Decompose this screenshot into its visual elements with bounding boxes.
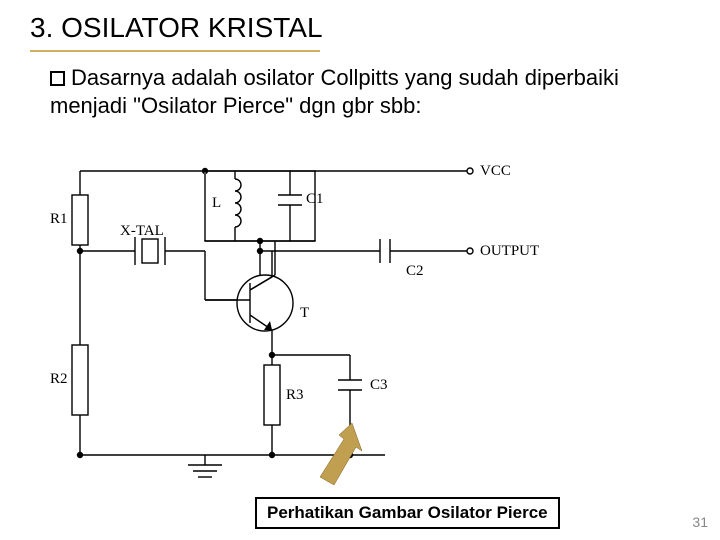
heading-underline bbox=[30, 50, 320, 52]
body-paragraph: Dasarnya adalah osilator Collpitts yang … bbox=[50, 64, 650, 119]
label-r1: R1 bbox=[50, 211, 68, 228]
label-xtal: X-TAL bbox=[120, 223, 164, 240]
label-output: OUTPUT bbox=[480, 243, 539, 260]
slide-heading: 3. OSILATOR KRISTAL bbox=[30, 12, 323, 44]
label-c1: C1 bbox=[306, 191, 324, 208]
label-c3: C3 bbox=[370, 377, 388, 394]
label-c2: C2 bbox=[406, 263, 424, 280]
caption-box: Perhatikan Gambar Osilator Pierce bbox=[255, 497, 560, 529]
square-bullet-icon bbox=[50, 71, 65, 86]
label-l: L bbox=[212, 195, 221, 212]
label-vcc: VCC bbox=[480, 163, 511, 180]
body-lead: Dasarnya bbox=[71, 65, 165, 90]
label-r2: R2 bbox=[50, 371, 68, 388]
label-t: T bbox=[300, 305, 309, 322]
pointer-arrow-icon bbox=[320, 423, 362, 485]
page-number: 31 bbox=[692, 514, 708, 530]
circuit-diagram: VCC OUTPUT R1 R2 R3 L C1 C2 C3 T X-TAL bbox=[50, 155, 530, 485]
label-r3: R3 bbox=[286, 387, 304, 404]
